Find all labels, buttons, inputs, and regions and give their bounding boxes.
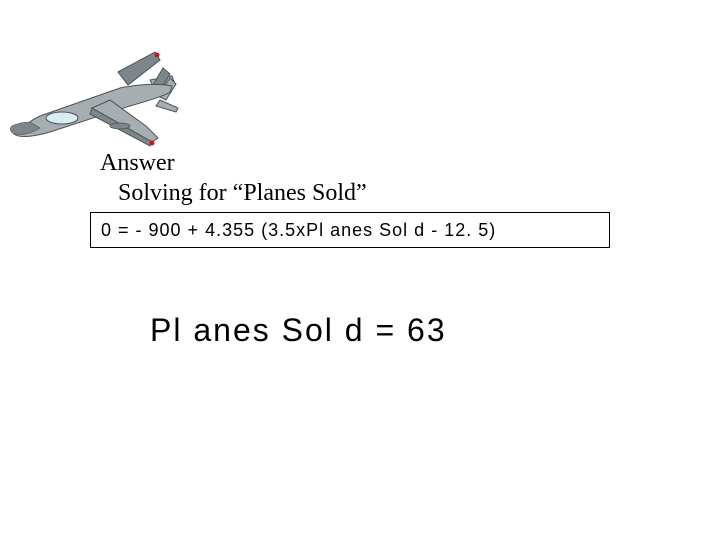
slide: Answer Solving for “Planes Sold” 0 = - 9…	[0, 0, 720, 540]
jet-plane-illustration	[0, 30, 180, 165]
equation-box: 0 = - 900 + 4.355 (3.5xPl anes Sol d - 1…	[90, 212, 610, 248]
answer-heading: Answer	[100, 150, 175, 177]
jet-plane-icon	[0, 30, 180, 165]
result-text: Pl anes Sol d = 63	[150, 312, 447, 349]
equation-text: 0 = - 900 + 4.355 (3.5xPl anes Sol d - 1…	[101, 220, 496, 241]
solving-subheading: Solving for “Planes Sold”	[118, 180, 367, 207]
